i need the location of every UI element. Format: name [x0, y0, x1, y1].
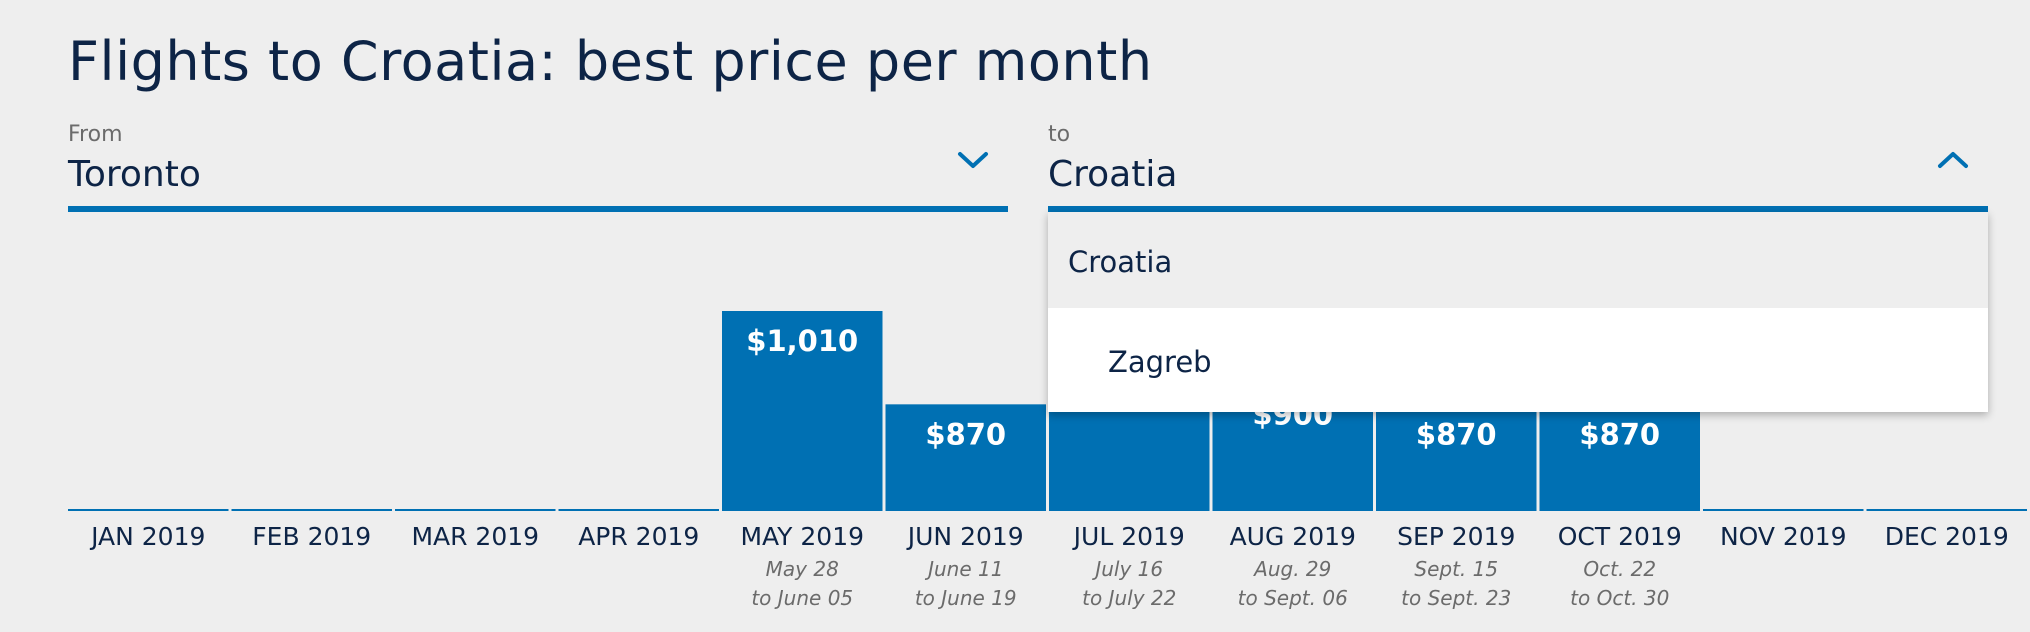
month-label: NOV 2019: [1720, 522, 1847, 551]
month-label: JAN 2019: [89, 522, 205, 551]
date-range-label: to July 22: [1082, 586, 1176, 610]
month-label: AUG 2019: [1230, 522, 1356, 551]
date-range-label: June 11: [924, 557, 1003, 581]
price-bar: [885, 404, 1046, 511]
destination-label: to: [1048, 122, 1071, 147]
month-label: JUL 2019: [1072, 522, 1185, 551]
origin-value: Toronto: [68, 154, 201, 195]
baseline-segment: [1703, 509, 1864, 511]
date-range-label: July 16: [1091, 557, 1163, 581]
price-bar: [722, 311, 883, 511]
dropdown-option-city[interactable]: Zagreb: [1048, 308, 1988, 412]
month-label: FEB 2019: [252, 522, 371, 551]
destination-dropdown: Croatia Zagreb: [1048, 212, 1988, 412]
month-label: OCT 2019: [1558, 522, 1682, 551]
date-range-label: to June 19: [915, 586, 1017, 610]
month-label: JUN 2019: [906, 522, 1024, 551]
origin-label: From: [68, 122, 123, 147]
month-label: SEP 2019: [1397, 522, 1515, 551]
month-label: DEC 2019: [1885, 522, 2009, 551]
bar-value-label: $870: [925, 417, 1006, 451]
month-label: MAR 2019: [411, 522, 539, 551]
baseline-segment: [68, 509, 229, 511]
date-range-label: to June 05: [751, 586, 853, 610]
month-label: MAY 2019: [740, 522, 864, 551]
bar-value-label: $1,010: [746, 324, 858, 358]
date-range-label: to Sept. 23: [1401, 586, 1511, 610]
date-range-label: to Sept. 06: [1238, 586, 1348, 610]
date-range-label: Aug. 29: [1252, 557, 1331, 581]
destination-value: Croatia: [1048, 154, 1178, 195]
chevron-up-icon[interactable]: [1936, 148, 1970, 172]
price-bar: [1539, 404, 1700, 511]
baseline-segment: [1866, 509, 2027, 511]
dropdown-option-country[interactable]: Croatia: [1048, 212, 1988, 308]
bar-value-label: $870: [1579, 417, 1660, 451]
bar-value-label: $870: [1416, 417, 1497, 451]
baseline-segment: [395, 509, 556, 511]
chevron-down-icon[interactable]: [956, 148, 990, 172]
date-range-label: Sept. 15: [1414, 557, 1498, 581]
month-label: APR 2019: [578, 522, 699, 551]
origin-select[interactable]: From Toronto: [68, 118, 1008, 212]
destination-select[interactable]: to Croatia: [1048, 118, 1988, 212]
baseline-segment: [558, 509, 719, 511]
date-range-label: May 28: [766, 557, 839, 581]
date-range-label: Oct. 22: [1583, 557, 1656, 581]
price-bar: [1376, 404, 1537, 511]
baseline-segment: [231, 509, 392, 511]
date-range-label: to Oct. 30: [1570, 586, 1669, 610]
page-title: Flights to Croatia: best price per month: [68, 30, 1153, 93]
